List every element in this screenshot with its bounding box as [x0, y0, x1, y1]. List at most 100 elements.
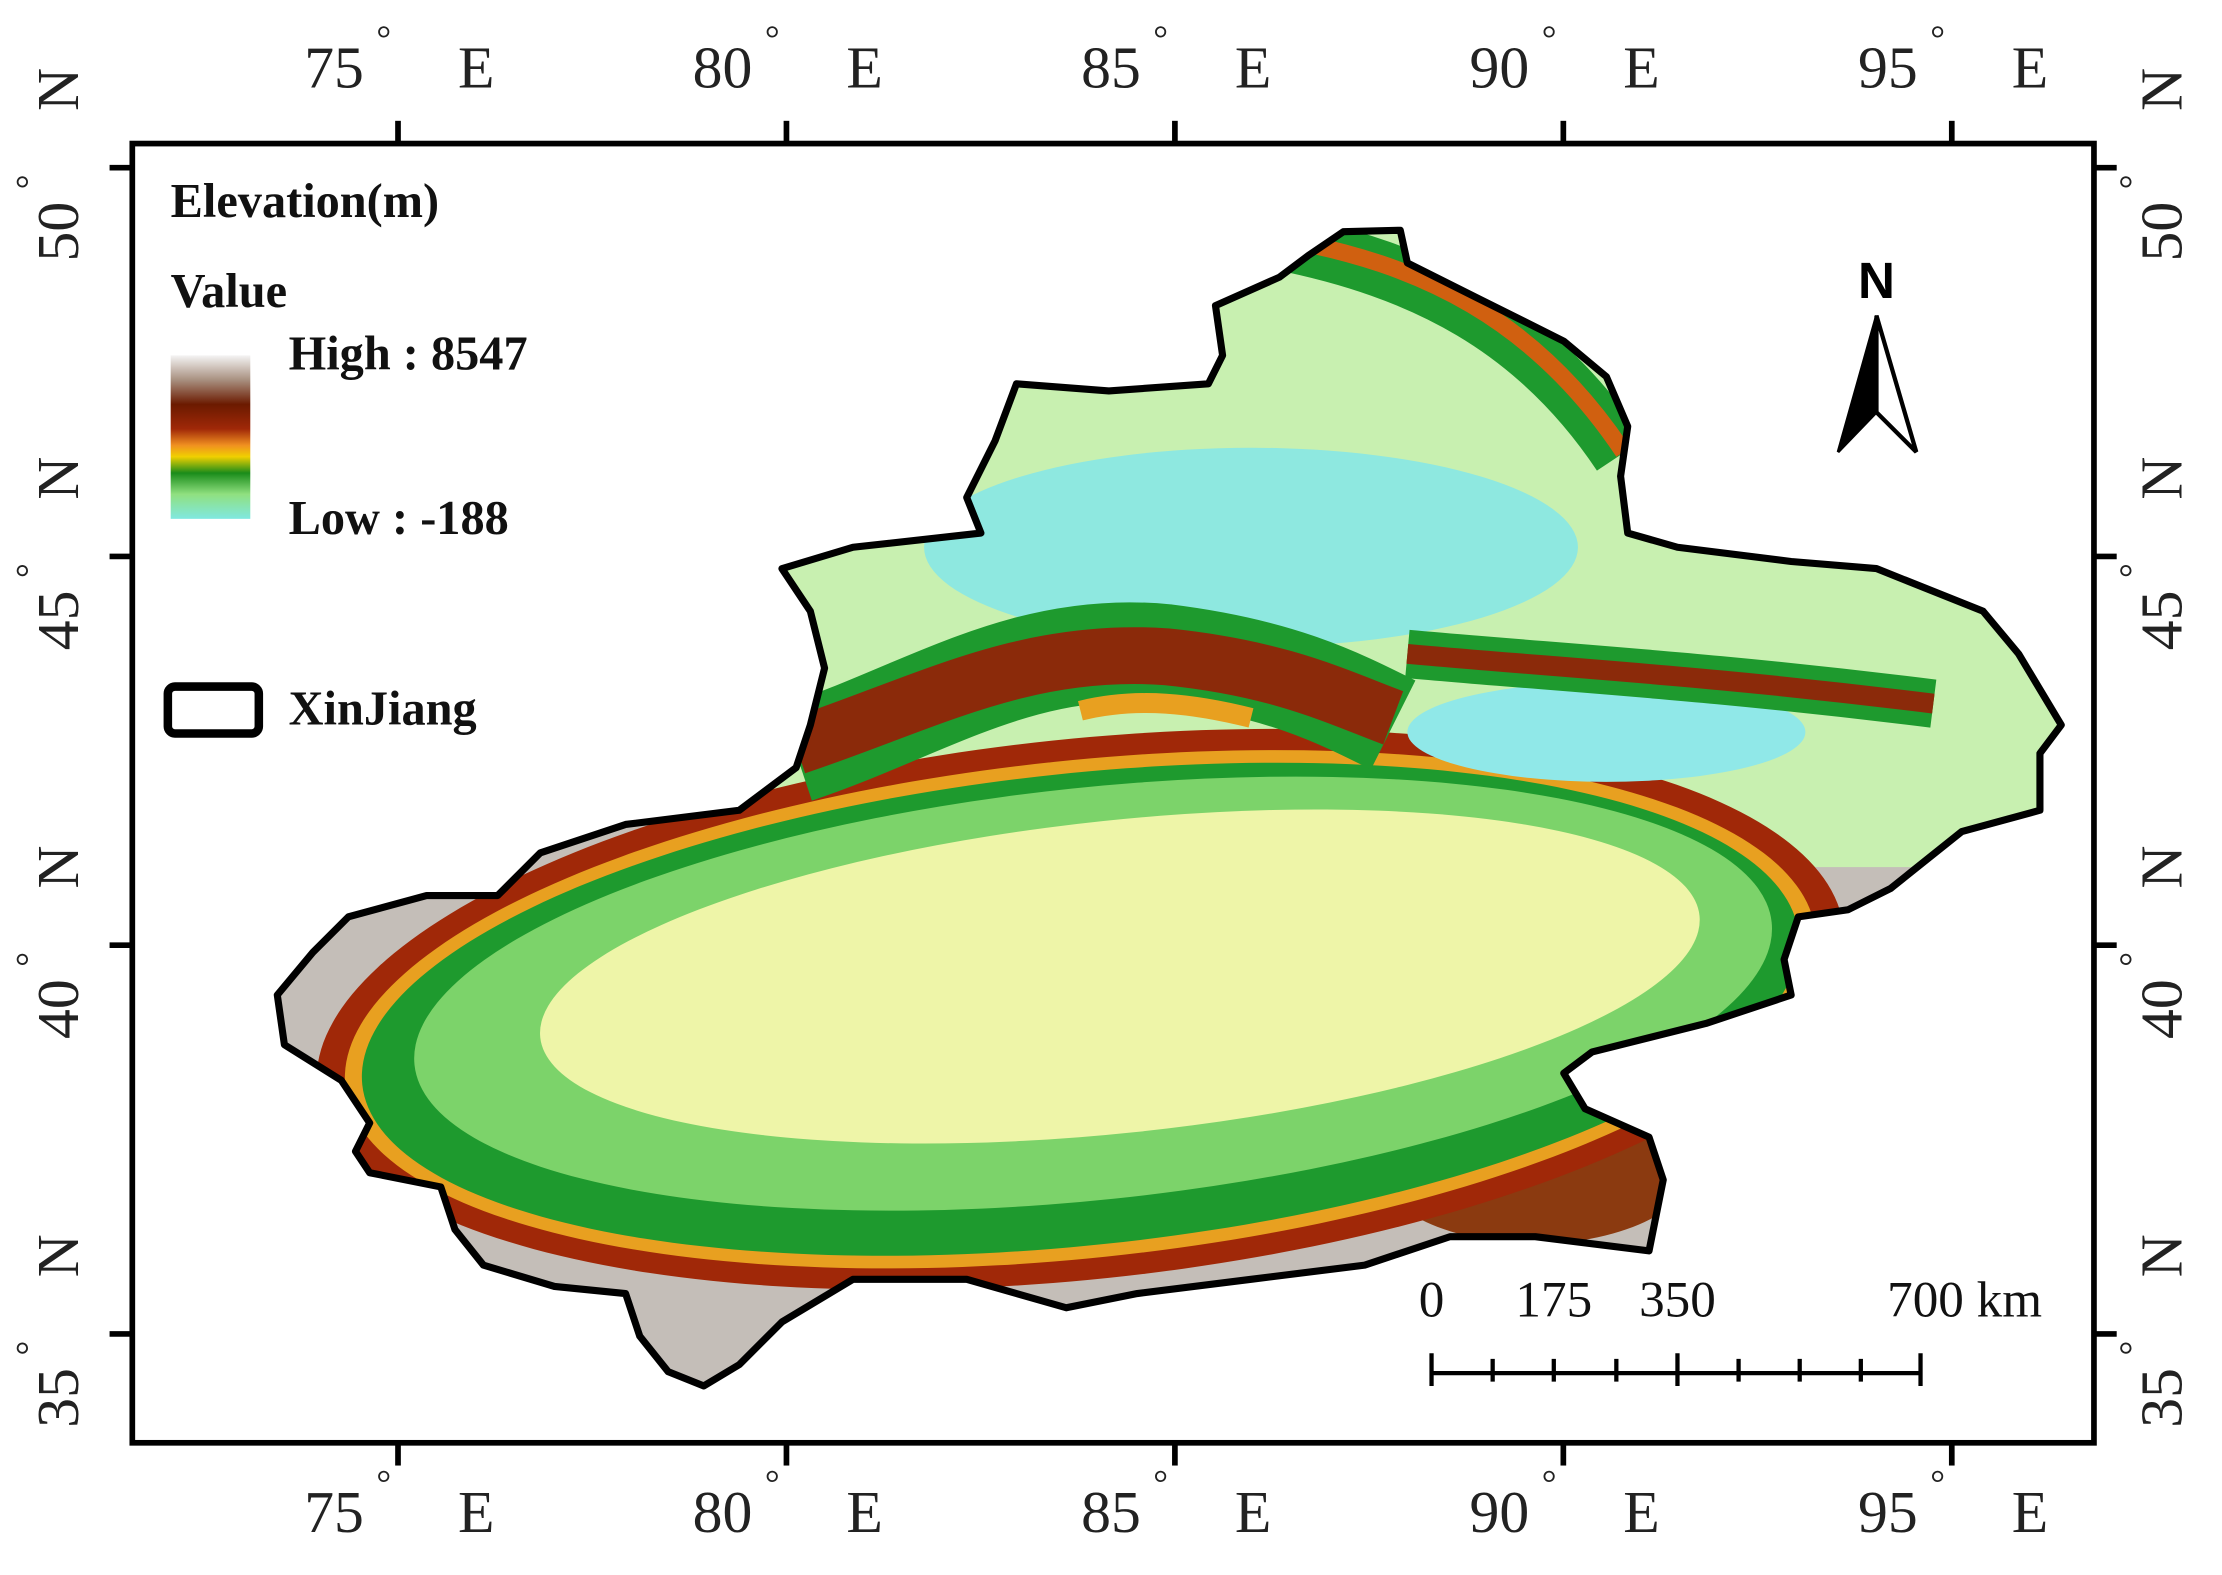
- tarim-basin: [316, 728, 1845, 1290]
- map-frame: [129, 140, 2097, 1446]
- longitude-label: 80 ° E: [693, 1462, 883, 1544]
- degree-sign: °: [8, 952, 49, 967]
- coord-number: 85: [1081, 35, 1141, 101]
- degree-sign: °: [8, 174, 49, 189]
- latitude-label: 35 ° N: [8, 1234, 90, 1428]
- altai: [1278, 230, 1631, 457]
- hemisphere: E: [1623, 35, 1659, 101]
- coord-number: 50: [25, 202, 91, 262]
- scale-label: 0: [1419, 1272, 1445, 1329]
- legend-subtitle: Value: [171, 265, 287, 318]
- scale-bar: 0 175 350 700 km: [1419, 1272, 2042, 1386]
- degree-sign: °: [2112, 1341, 2153, 1356]
- legend-high: High : 8547: [289, 327, 528, 380]
- longitude-label: 80 ° E: [693, 18, 883, 100]
- hemisphere: N: [25, 845, 91, 888]
- hemisphere: E: [846, 35, 882, 101]
- north-arrow: N: [1836, 252, 1919, 454]
- longitude-label: 95 ° E: [1858, 1462, 2048, 1544]
- hemisphere: E: [1623, 1479, 1659, 1545]
- hemisphere: N: [2129, 1234, 2195, 1277]
- coord-number: 35: [25, 1368, 91, 1428]
- coord-number: 95: [1858, 1479, 1918, 1545]
- coord-number: 45: [25, 591, 91, 651]
- hemisphere: E: [458, 1479, 494, 1545]
- coord-number: 40: [2129, 979, 2195, 1039]
- latitude-label: 45 ° N: [2112, 457, 2194, 651]
- hemisphere: N: [25, 1234, 91, 1277]
- boundary-swatch: [163, 682, 264, 738]
- degree-sign: °: [1153, 1462, 1168, 1503]
- xinjiang-boundary: [273, 226, 2065, 1390]
- degree-sign: °: [2112, 174, 2153, 189]
- degree-sign: °: [8, 1341, 49, 1356]
- coord-number: 75: [304, 35, 364, 101]
- hemisphere: E: [2012, 1479, 2048, 1545]
- hemisphere: E: [846, 1479, 882, 1545]
- hemisphere: N: [25, 457, 91, 500]
- hemisphere: E: [1235, 35, 1271, 101]
- hemisphere: N: [25, 68, 91, 111]
- coord-number: 80: [693, 35, 753, 101]
- degree-sign: °: [2112, 563, 2153, 578]
- scale-label: 350: [1639, 1272, 1716, 1329]
- hemisphere: E: [458, 35, 494, 101]
- legend-low: Low : -188: [289, 492, 509, 545]
- hemisphere: N: [2129, 68, 2195, 111]
- scale-label: 700 km: [1887, 1272, 2042, 1329]
- coord-number: 40: [25, 979, 91, 1039]
- coord-number: 90: [1470, 1479, 1530, 1545]
- coord-number: 50: [2129, 202, 2195, 262]
- longitude-label: 90 ° E: [1470, 1462, 1660, 1544]
- arrow-right: [1874, 314, 1919, 454]
- scale-label: 175: [1515, 1272, 1592, 1329]
- hemisphere: N: [2129, 845, 2195, 888]
- hemisphere: N: [2129, 457, 2195, 500]
- tianshan: [787, 627, 1404, 774]
- longitude-label: 75 ° E: [304, 1462, 494, 1544]
- degree-sign: °: [1542, 18, 1557, 59]
- degree-sign: °: [1930, 18, 1945, 59]
- coord-number: 45: [2129, 591, 2195, 651]
- longitude-label: 90 ° E: [1470, 18, 1660, 100]
- hemisphere: E: [1235, 1479, 1271, 1545]
- longitude-label: 95 ° E: [1858, 18, 2048, 100]
- scale-ticks: [1429, 1353, 1923, 1386]
- coord-number: 35: [2129, 1368, 2195, 1428]
- coord-number: 80: [693, 1479, 753, 1545]
- degree-sign: °: [765, 1462, 780, 1503]
- north-label: N: [1858, 252, 1895, 309]
- junggar-basin: [924, 447, 1578, 647]
- latitude-label: 40 ° N: [8, 845, 90, 1039]
- degree-sign: °: [376, 18, 391, 59]
- latitude-label: 50 ° N: [2112, 68, 2194, 262]
- coord-number: 95: [1858, 35, 1918, 101]
- legend-title: Elevation(m): [171, 175, 439, 228]
- longitude-label: 85 ° E: [1081, 1462, 1271, 1544]
- coord-number: 90: [1470, 35, 1530, 101]
- latitude-label: 50 ° N: [8, 68, 90, 262]
- color-ramp: [170, 355, 251, 519]
- coord-number: 85: [1081, 1479, 1141, 1545]
- latitude-label: 45 ° N: [8, 457, 90, 651]
- basin-floor: [540, 809, 1700, 1144]
- degree-sign: °: [1153, 18, 1168, 59]
- latitude-label: 35 ° N: [2112, 1234, 2194, 1428]
- degree-sign: °: [376, 1462, 391, 1503]
- coord-number: 75: [304, 1479, 364, 1545]
- longitude-label: 85 ° E: [1081, 18, 1271, 100]
- east-tianshan: [1406, 643, 1935, 714]
- latitude-label: 40 ° N: [2112, 845, 2194, 1039]
- degree-sign: °: [765, 18, 780, 59]
- legend: Elevation(m) Value High : 8547 Low : -18…: [163, 175, 528, 738]
- degree-sign: °: [2112, 952, 2153, 967]
- legend-boundary: XinJiang: [289, 683, 477, 736]
- degree-sign: °: [1542, 1462, 1557, 1503]
- hemisphere: E: [2012, 35, 2048, 101]
- degree-sign: °: [8, 563, 49, 578]
- graticule-labels: 75 ° E 75 ° E 80 ° E 80 ° E 85 ° E 85 ° E 90 ° E 90 ° E 95 ° E 95 ° E…: [8, 18, 2194, 1545]
- longitude-label: 75 ° E: [304, 18, 494, 100]
- turpan-basin: [1407, 682, 1806, 782]
